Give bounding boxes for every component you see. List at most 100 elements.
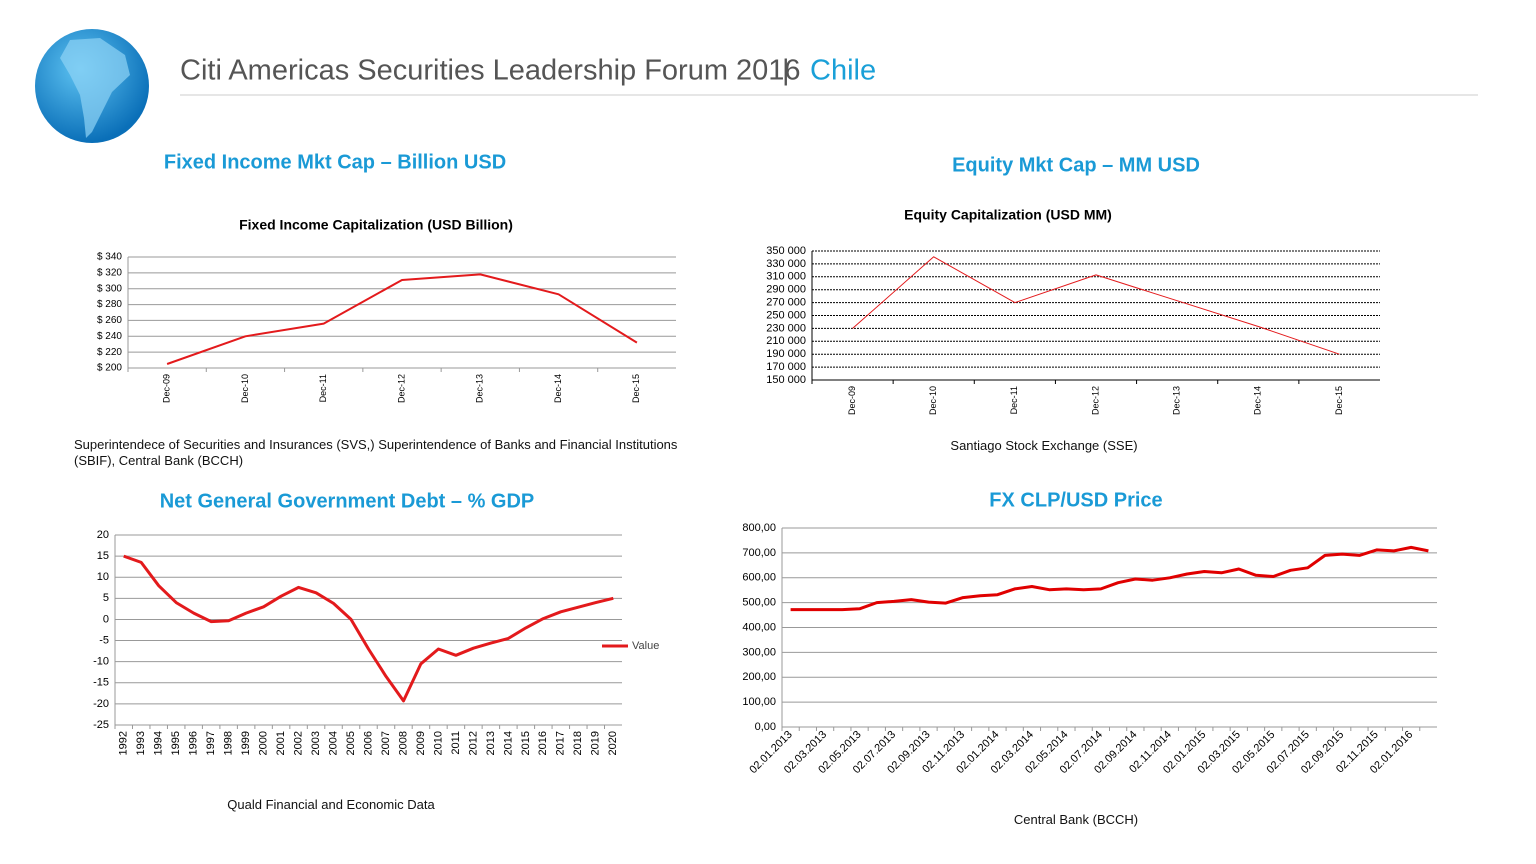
x-tick-label: 1998: [223, 731, 235, 755]
x-tick-label: 2005: [345, 731, 357, 755]
x-tick-label: 2004: [327, 731, 339, 755]
x-tick-label: 2013: [485, 731, 497, 755]
x-tick-label: Dec-11: [1009, 386, 1019, 414]
y-tick-label: 15: [97, 550, 109, 562]
y-tick-label: 330 000: [766, 258, 806, 270]
x-tick-label: Dec-15: [1334, 386, 1344, 415]
y-tick-label: 10: [97, 571, 109, 583]
y-tick-label: 250 000: [766, 309, 806, 321]
x-tick-label: 2010: [432, 731, 444, 755]
x-tick-label: 2000: [258, 731, 270, 755]
legend-label: Value: [632, 640, 659, 652]
y-tick-label: 210 000: [766, 335, 806, 347]
x-tick-label: Dec-11: [318, 374, 328, 402]
x-tick-label: 1999: [240, 731, 252, 755]
x-tick-label: 1992: [118, 731, 130, 755]
data-line: [166, 273, 638, 365]
x-tick-label: 1993: [135, 731, 147, 755]
y-tick-label: -5: [99, 634, 109, 646]
y-tick-label: 150 000: [766, 374, 806, 386]
x-tick-label: Dec-14: [1253, 386, 1263, 415]
x-tick-label: 2003: [310, 731, 322, 755]
y-tick-label: 290 000: [766, 284, 806, 296]
x-tick-label: Dec-14: [553, 374, 563, 403]
y-tick-label: $ 260: [97, 315, 122, 326]
data-line: [852, 256, 1340, 355]
x-tick-label: 2007: [380, 731, 392, 755]
x-tick-label: Dec-09: [162, 374, 172, 403]
x-tick-label: 1996: [188, 731, 200, 755]
continent: [60, 38, 130, 138]
y-tick-label: 5: [103, 592, 109, 604]
x-tick-label: 2017: [555, 731, 567, 755]
y-tick-label: $ 280: [97, 299, 122, 310]
x-tick-label: Dec-13: [475, 374, 485, 403]
x-tick-label: 1994: [153, 731, 165, 755]
y-tick-label: 350 000: [766, 245, 806, 257]
y-tick-label: 170 000: [766, 361, 806, 373]
y-tick-label: 230 000: [766, 322, 806, 334]
y-tick-label: 270 000: [766, 297, 806, 309]
y-tick-label: $ 240: [97, 331, 122, 342]
y-tick-label: 20: [97, 529, 109, 541]
x-tick-label: 2015: [520, 731, 532, 755]
y-tick-label: 800,00: [742, 522, 776, 534]
y-tick-label: $ 300: [97, 283, 122, 294]
y-tick-label: -10: [93, 656, 109, 668]
x-tick-label: 2002: [292, 731, 304, 755]
y-tick-label: 0: [103, 613, 109, 625]
x-tick-label: 1997: [205, 731, 217, 755]
x-tick-label: Dec-10: [240, 374, 250, 403]
y-tick-label: 300,00: [742, 646, 776, 658]
header-separator: |: [782, 55, 790, 87]
y-tick-label: 200,00: [742, 671, 776, 683]
header-country: Chile: [810, 55, 876, 87]
x-tick-label: Dec-15: [631, 374, 641, 403]
y-tick-label: $ 200: [97, 363, 122, 374]
x-tick-label: 2016: [537, 731, 549, 755]
header-title: Citi Americas Securities Leadership Foru…: [180, 55, 801, 87]
y-tick-label: 190 000: [766, 348, 806, 360]
y-tick-label: 310 000: [766, 271, 806, 283]
y-tick-label: $ 320: [97, 267, 122, 278]
x-tick-label: Dec-09: [847, 386, 857, 415]
x-tick-label: 2019: [590, 731, 602, 755]
x-tick-label: 2001: [275, 731, 287, 755]
data-line: [790, 545, 1429, 612]
y-tick-label: 100,00: [742, 696, 776, 708]
x-tick-label: 2014: [502, 731, 514, 755]
chart-title: Equity Capitalization (USD MM): [904, 207, 1112, 223]
x-tick-label: 2011: [450, 731, 462, 755]
y-tick-label: 400,00: [742, 621, 776, 633]
section-heading: Net General Government Debt – % GDP: [160, 490, 535, 512]
y-tick-label: -15: [93, 677, 109, 689]
y-tick-label: 600,00: [742, 572, 776, 584]
section-heading: Equity Mkt Cap – MM USD: [952, 154, 1200, 176]
y-tick-label: 0,00: [755, 721, 776, 733]
x-tick-label: Dec-12: [396, 374, 406, 403]
x-tick-label: 2009: [415, 731, 427, 755]
source-note: Santiago Stock Exchange (SSE): [950, 438, 1138, 453]
data-line: [123, 554, 614, 703]
x-tick-label: 1995: [170, 731, 182, 755]
x-tick-label: 2006: [362, 731, 374, 755]
section-heading: FX CLP/USD Price: [989, 489, 1162, 511]
y-tick-label: 700,00: [742, 547, 776, 559]
y-tick-label: 500,00: [742, 597, 776, 609]
y-tick-label: $ 340: [97, 252, 122, 263]
y-tick-label: $ 220: [97, 347, 122, 358]
x-tick-label: Dec-12: [1090, 386, 1100, 415]
source-note: Central Bank (BCCH): [1013, 812, 1139, 827]
source-note: Quald Financial and Economic Data: [227, 797, 435, 812]
y-tick-label: -25: [93, 719, 109, 731]
section-heading: Fixed Income Mkt Cap – Billion USD: [164, 151, 506, 173]
x-tick-label: 2018: [572, 731, 584, 755]
chart-title: Fixed Income Capitalization (USD Billion…: [239, 217, 513, 233]
x-tick-label: 2012: [467, 731, 479, 755]
source-note: Superintendece of Securities and Insuran…: [74, 437, 678, 468]
x-tick-label: Dec-13: [1172, 386, 1182, 415]
x-tick-label: Dec-10: [928, 386, 938, 415]
x-tick-label: 2020: [607, 731, 619, 755]
